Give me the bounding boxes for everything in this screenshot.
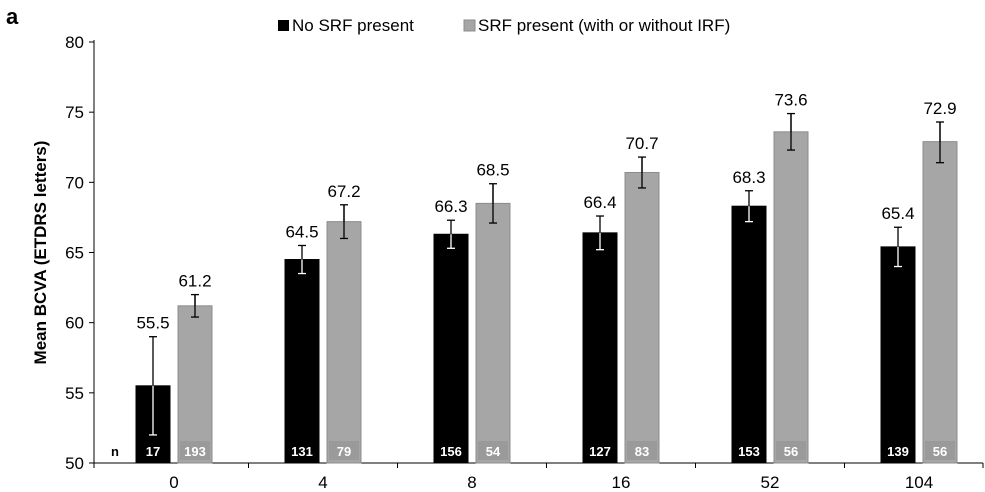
n-label-bg [585,441,615,460]
n-label: 127 [589,444,611,459]
bar-srf [773,131,809,464]
n-row-label: n [111,444,119,459]
bar-no-srf [433,233,469,464]
n-label-bg [627,441,657,460]
bar-srf [922,141,958,464]
legend-swatch-srf [463,19,476,32]
n-label-bg [776,441,806,460]
n-label: 54 [486,444,501,459]
bar-no-srf [284,259,320,464]
x-tick-label: 52 [761,473,780,492]
n-label-bg [734,441,764,460]
value-label: 68.5 [476,161,509,180]
y-tick-label: 75 [65,103,84,122]
n-label-bg [478,441,508,460]
x-tick-label: 16 [612,473,631,492]
n-label: 193 [184,444,206,459]
n-label: 79 [337,444,351,459]
value-label: 70.7 [625,134,658,153]
value-label: 64.5 [285,222,318,241]
n-label: 156 [440,444,462,459]
x-tick-label: 4 [318,473,327,492]
value-label: 55.5 [136,314,169,333]
legend-label-srf: SRF present (with or without IRF) [478,16,730,35]
n-label: 17 [146,444,160,459]
x-tick-label: 8 [467,473,476,492]
value-label: 73.6 [774,91,807,110]
y-axis-title: Mean BCVA (ETDRS letters) [31,141,50,365]
x-tick-label: 104 [905,473,933,492]
y-tick-label: 60 [65,314,84,333]
value-label: 65.4 [881,204,914,223]
n-label: 131 [291,444,313,459]
y-tick-label: 70 [65,173,84,192]
legend-label-no-srf: No SRF present [292,16,414,35]
value-label: 68.3 [732,168,765,187]
bar-no-srf [582,232,618,464]
bar-no-srf [731,205,767,464]
value-label: 66.4 [583,193,616,212]
legend-swatch-no-srf [278,20,289,31]
n-label-bg [329,441,359,460]
bar-no-srf [880,246,916,464]
n-label-bg [138,441,168,460]
y-tick-label: 80 [65,33,84,52]
bar-srf [624,172,660,464]
x-tick-label: 0 [169,473,178,492]
panel-label: a [6,4,19,29]
value-label: 67.2 [327,182,360,201]
bar-srf [475,202,511,464]
y-tick-label: 50 [65,454,84,473]
y-tick-label: 55 [65,384,84,403]
n-label: 56 [784,444,798,459]
n-label-bg [287,441,317,460]
n-label: 139 [887,444,909,459]
value-label: 72.9 [923,99,956,118]
value-label: 66.3 [434,197,467,216]
n-label: 83 [635,444,649,459]
value-label: 61.2 [178,272,211,291]
y-tick-label: 65 [65,244,84,263]
n-label-bg [180,441,210,460]
n-label: 56 [933,444,947,459]
bar-srf [326,221,362,464]
bar-srf [177,305,213,464]
n-label-bg [925,441,955,460]
n-label: 153 [738,444,760,459]
n-label-bg [883,441,913,460]
n-label-bg [436,441,466,460]
